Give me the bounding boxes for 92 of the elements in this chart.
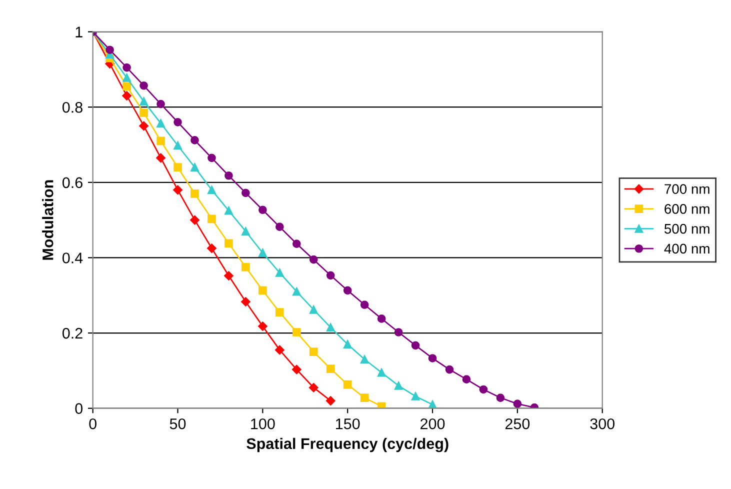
x-tick-label: 0 xyxy=(89,418,96,430)
point xyxy=(292,328,301,336)
point xyxy=(309,255,318,264)
point xyxy=(428,354,437,362)
point xyxy=(445,365,454,374)
point xyxy=(208,186,216,194)
point xyxy=(343,286,352,295)
point xyxy=(258,286,267,295)
x-axis-title: Spatial Frequency (cyc/deg) xyxy=(246,438,448,452)
point xyxy=(428,400,437,408)
y-tick-label: 0.8 xyxy=(62,102,82,113)
point xyxy=(241,297,250,306)
y-tick-label: 0.2 xyxy=(62,328,82,339)
point xyxy=(292,240,301,248)
point xyxy=(292,364,302,374)
point xyxy=(326,271,335,280)
point xyxy=(207,244,216,253)
point xyxy=(242,262,250,272)
point xyxy=(377,402,386,408)
point xyxy=(224,171,233,180)
point xyxy=(139,121,148,131)
point xyxy=(224,206,233,215)
point xyxy=(174,118,182,126)
point xyxy=(156,119,165,128)
x-tick-label: 150 xyxy=(336,418,360,430)
y-tick-label: 0.4 xyxy=(62,252,83,264)
y-tick-label: 1 xyxy=(76,26,82,38)
point xyxy=(258,248,267,257)
x-tick-label: 200 xyxy=(420,418,445,430)
point xyxy=(122,82,131,91)
point xyxy=(208,214,216,224)
point xyxy=(377,314,386,323)
point xyxy=(360,355,369,364)
point xyxy=(513,400,522,408)
point xyxy=(156,100,165,108)
point xyxy=(122,74,131,82)
point xyxy=(326,396,336,406)
point xyxy=(377,368,386,377)
y-axis-title: Modulation xyxy=(42,180,54,260)
point xyxy=(190,215,200,225)
point xyxy=(122,91,132,100)
legend-label: 600 nm xyxy=(664,204,710,214)
point xyxy=(462,375,471,384)
point xyxy=(343,380,352,389)
x-tick-label: 300 xyxy=(590,418,614,430)
point xyxy=(275,268,284,277)
point xyxy=(174,163,182,172)
point xyxy=(309,305,318,314)
point xyxy=(309,348,318,356)
point xyxy=(479,385,488,394)
x-tick-label: 100 xyxy=(251,418,275,430)
point xyxy=(242,188,250,198)
point xyxy=(174,141,182,150)
point xyxy=(292,287,301,296)
point xyxy=(326,364,335,373)
point xyxy=(173,185,182,195)
point xyxy=(258,206,267,214)
point xyxy=(394,382,403,390)
point xyxy=(275,345,284,355)
point xyxy=(106,46,114,54)
point xyxy=(394,328,403,336)
point xyxy=(224,239,233,248)
legend-label: 700 nm xyxy=(664,184,710,194)
point xyxy=(309,382,318,392)
legend-label: 500 nm xyxy=(664,224,710,234)
point xyxy=(258,322,268,331)
point xyxy=(411,392,420,400)
x-tick-label: 50 xyxy=(170,418,186,430)
point xyxy=(275,308,284,316)
point xyxy=(242,227,250,236)
point xyxy=(140,108,148,117)
point xyxy=(190,163,199,172)
y-tick-label: 0.6 xyxy=(62,177,82,188)
point xyxy=(326,323,335,332)
point xyxy=(411,341,420,350)
x-tick-label: 250 xyxy=(505,418,530,430)
point xyxy=(140,81,148,90)
point xyxy=(208,154,216,162)
point xyxy=(496,394,505,402)
y-tick-label: 0 xyxy=(75,403,83,414)
point xyxy=(343,340,352,348)
point xyxy=(360,300,369,309)
point xyxy=(122,63,131,72)
point xyxy=(140,97,148,106)
point xyxy=(360,394,369,402)
legend-label: 400 nm xyxy=(664,244,710,254)
point xyxy=(224,271,234,280)
point xyxy=(156,136,165,146)
point xyxy=(190,136,199,144)
point xyxy=(156,153,166,163)
point xyxy=(190,190,199,198)
point xyxy=(275,222,284,231)
